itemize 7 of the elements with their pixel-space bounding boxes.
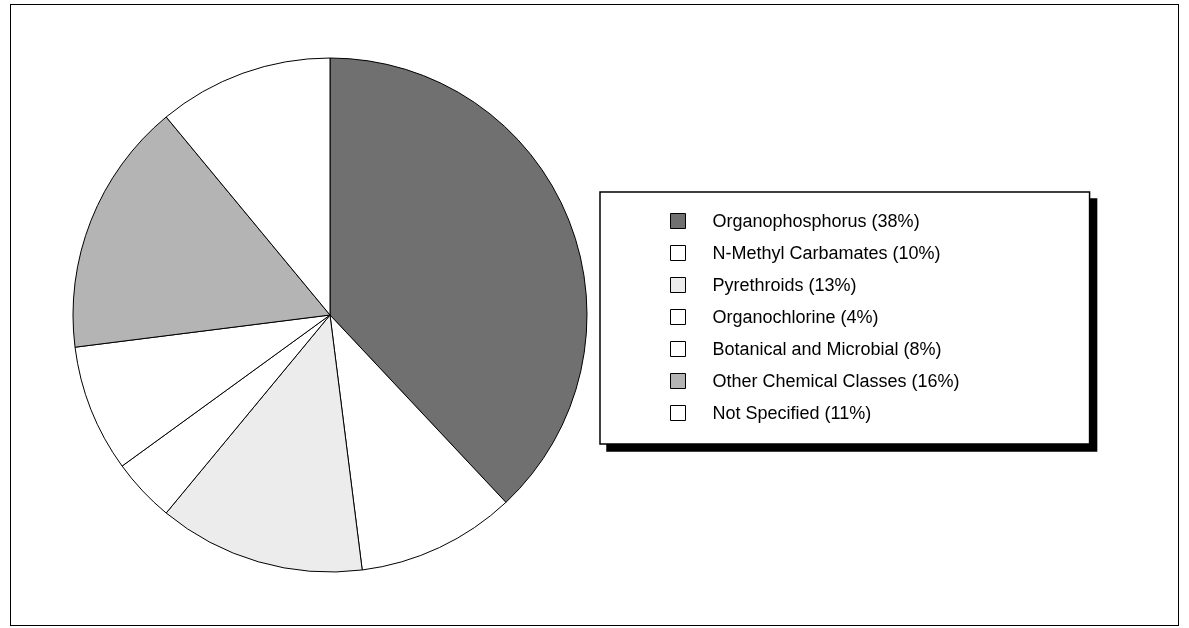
legend-label: Other Chemical Classes (16%) (712, 371, 960, 391)
legend-label: Organophosphorus (38%) (712, 211, 920, 231)
legend-label: Not Specified (11%) (712, 403, 872, 423)
legend-label: Pyrethroids (13%) (712, 275, 857, 295)
legend-label: Botanical and Microbial (8%) (712, 339, 942, 359)
legend-label: N-Methyl Carbamates (10%) (712, 243, 941, 263)
legend-label: Organochlorine (4%) (712, 307, 879, 327)
